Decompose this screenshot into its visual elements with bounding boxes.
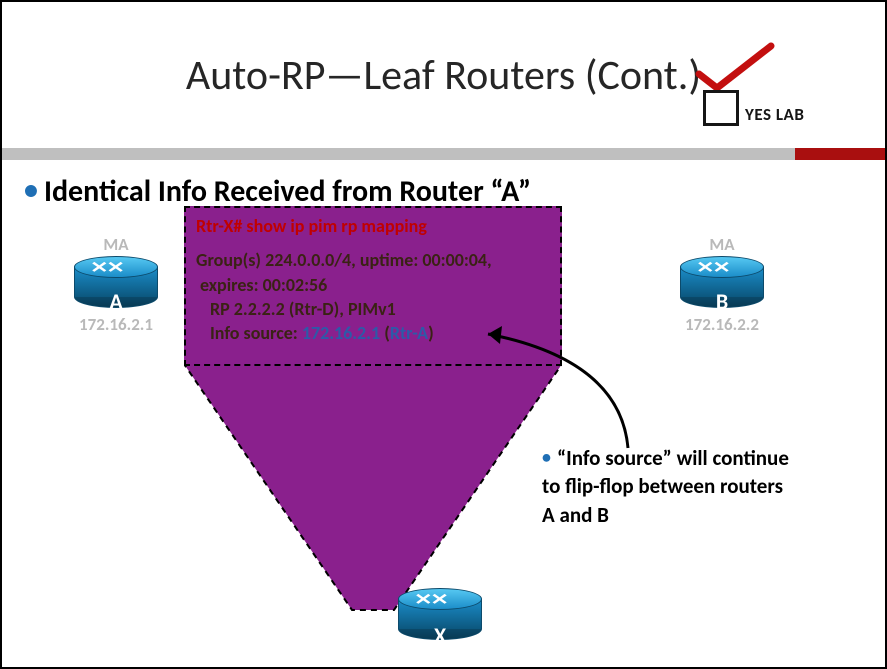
cli-command: Rtr-X# show ip pim rp mapping xyxy=(196,214,550,238)
logo-box-icon xyxy=(703,90,739,126)
router-b-tag: MA xyxy=(672,234,772,255)
cli-infosource-label: Info source: xyxy=(210,322,298,344)
checkmark-icon xyxy=(693,40,777,96)
cli-line-expires: expires: 00:02:56 xyxy=(196,273,550,297)
router-a-ip: 172.16.2.1 xyxy=(66,314,166,335)
annotation-text: •“Info source” will continue to flip-flo… xyxy=(542,444,792,529)
router-a-tag: MA xyxy=(66,234,166,255)
cli-paren-close: ) xyxy=(428,322,434,344)
slide-root: Auto-RP—Leaf Routers (Cont.) YES LAB •Id… xyxy=(0,0,887,669)
router-b-ip: 172.16.2.2 xyxy=(672,314,772,335)
router-b-label: B xyxy=(672,288,772,315)
cli-line-groups: Group(s) 224.0.0.0/4, uptime: 00:00:04, xyxy=(196,248,550,272)
router-x-label: X xyxy=(390,622,490,649)
cli-line-rp: RP 2.2.2.2 (Rtr-D), PIMv1 xyxy=(196,297,550,321)
router-a-label: A xyxy=(66,288,166,315)
cli-infosource-ip: 172.16.2.1 xyxy=(302,322,380,344)
annotation-body: “Info source” will continue to flip-flop… xyxy=(542,445,789,528)
divider-bar-accent xyxy=(795,148,885,160)
logo-text: YES LAB xyxy=(745,104,804,125)
cli-infosource-rtr: Rtr-A xyxy=(390,322,428,344)
divider-bar xyxy=(2,148,885,160)
diagram-area: Rtr-X# show ip pim rp mapping Group(s) 2… xyxy=(2,200,885,667)
bullet-icon: • xyxy=(542,446,551,468)
yeslab-logo: YES LAB xyxy=(703,62,863,132)
